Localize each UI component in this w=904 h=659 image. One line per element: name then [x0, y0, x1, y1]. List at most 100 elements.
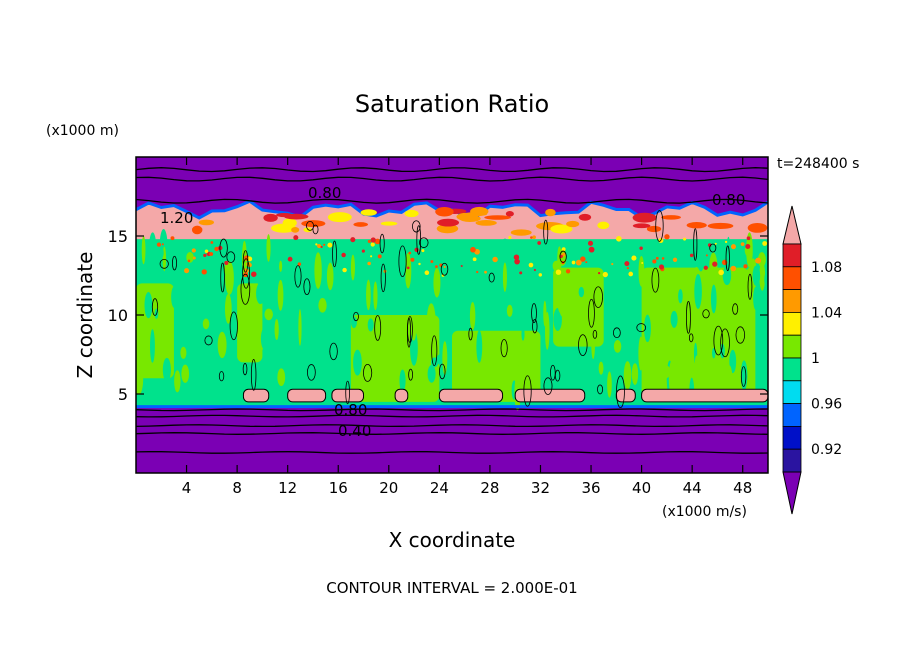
speckle: [367, 261, 371, 266]
cloud-streak: [224, 293, 232, 324]
colorbar-segment: [782, 311, 802, 336]
cloud-streak: [379, 342, 388, 359]
speckle: [350, 237, 356, 243]
cloud-streak: [149, 232, 157, 265]
speckle: [342, 267, 347, 273]
contour-loop: [374, 315, 382, 341]
speckle: [707, 243, 712, 247]
speckle: [508, 235, 512, 240]
speckle: [587, 240, 594, 246]
cloud-streak: [521, 327, 525, 341]
field-layers: [136, 157, 768, 473]
band-blob: [578, 213, 592, 221]
contour-loop: [593, 286, 603, 308]
cloud-streak: [558, 357, 563, 395]
lower-supersat-lens: [438, 388, 504, 403]
contour-loop: [747, 273, 753, 300]
speckle: [514, 258, 520, 265]
contour-loop: [592, 329, 598, 339]
contour-loop: [531, 303, 537, 324]
band-blob: [686, 222, 707, 229]
speckle: [247, 256, 253, 262]
cloud-streak: [644, 314, 651, 343]
speckle: [626, 267, 630, 270]
cloud-streak: [722, 265, 732, 286]
speckle: [367, 239, 371, 244]
band-blob: [263, 213, 278, 222]
contour-line: [136, 414, 768, 418]
speckle: [210, 241, 214, 244]
band-blob: [437, 218, 460, 227]
cloud-streak: [376, 366, 382, 390]
contour-loop: [709, 243, 717, 253]
contour-loop: [218, 371, 225, 382]
colorbar: 1.08 1.04 1 0.96 0.92: [782, 205, 842, 515]
contour-loop: [332, 240, 337, 268]
speckle: [718, 269, 724, 276]
cloud-streak: [740, 360, 748, 391]
cloud-streak: [626, 306, 634, 333]
speckle: [628, 271, 634, 277]
speckle: [571, 260, 576, 265]
contour-line: [136, 176, 768, 182]
speckle: [740, 242, 745, 247]
cloud-streak: [512, 354, 519, 379]
cloud-streak: [623, 361, 632, 390]
contour-loop: [219, 238, 228, 258]
cloud-streak: [141, 235, 146, 265]
speckle: [370, 242, 375, 247]
x-tick-label: 48: [733, 479, 752, 497]
contour-loop: [725, 245, 730, 272]
contour-loop: [379, 233, 385, 254]
contour-loop: [294, 265, 302, 288]
contour-loop: [220, 262, 225, 293]
y-tick-label: 15: [108, 227, 128, 246]
speckle: [528, 262, 534, 268]
cloud-streak: [279, 260, 283, 272]
cloud-streak: [752, 265, 761, 287]
band-blob: [747, 222, 768, 233]
contour-loop: [543, 377, 553, 395]
cloud-streak: [264, 308, 273, 321]
cloud-streak: [631, 363, 639, 385]
lower-supersat-lens: [242, 388, 270, 403]
band-blob: [545, 208, 556, 217]
contour-loop: [345, 380, 350, 405]
speckle: [323, 243, 326, 246]
band-blob: [404, 209, 419, 218]
cloud-streak: [533, 280, 542, 296]
speckle: [519, 271, 523, 275]
contour-loop: [468, 327, 473, 341]
band-blob: [597, 221, 610, 230]
speckle: [624, 261, 630, 267]
x-tick-label: 36: [581, 479, 600, 497]
cloud-streak: [642, 357, 647, 374]
speckle: [641, 261, 644, 265]
band-blob: [380, 221, 398, 226]
speckle: [430, 260, 434, 263]
cloud-streak: [162, 357, 171, 382]
speckle: [293, 235, 299, 241]
band-blob: [707, 222, 734, 229]
contour-line: [136, 451, 768, 454]
cloud-streak: [497, 331, 504, 354]
contour-label-0-80-low: 0.80: [334, 401, 367, 419]
cloud-streak: [202, 318, 210, 330]
x-tick-label: 32: [531, 479, 550, 497]
cloud-streak: [373, 281, 378, 311]
cloud-streak: [330, 325, 337, 348]
cloud-streak: [171, 285, 179, 309]
colorbar-label: 0.92: [811, 442, 842, 458]
band-blob: [661, 215, 681, 220]
cloud-streak: [638, 336, 644, 371]
speckle: [170, 236, 175, 241]
y-tick-label: 5: [118, 385, 128, 404]
speckle: [588, 246, 595, 253]
speckle: [287, 256, 293, 262]
speckle: [251, 271, 257, 277]
cloud-streak: [436, 354, 445, 365]
cloud-streak: [638, 255, 645, 287]
cloud-streak: [353, 349, 362, 376]
contour-loop: [363, 363, 373, 382]
cloud-streak: [662, 365, 671, 379]
